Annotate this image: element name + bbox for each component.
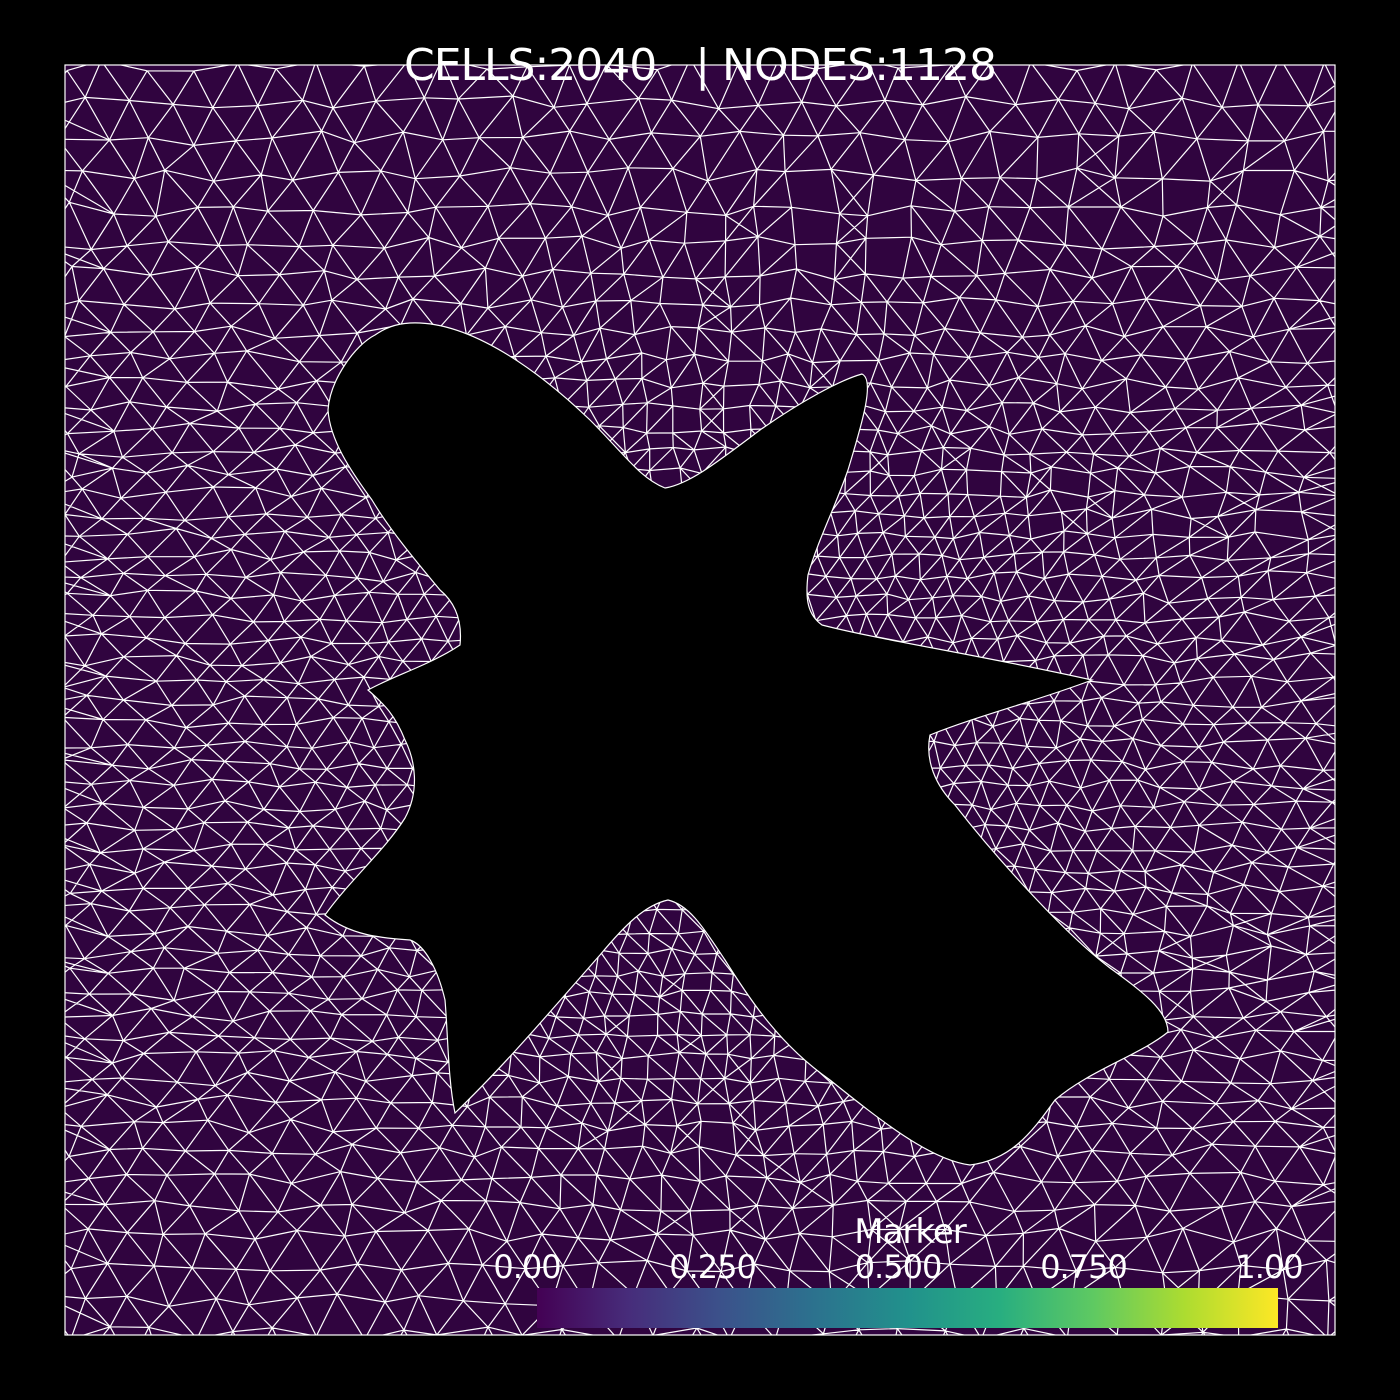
colorbar-tick-label: 0.750 — [1040, 1248, 1128, 1286]
colorbar-tick-label: 0.250 — [669, 1248, 757, 1286]
mesh-hole — [324, 322, 1169, 1166]
mesh-domain-border — [64, 64, 1336, 1336]
colorbar-tick-label: 0.00 — [493, 1248, 561, 1286]
colorbar-gradient-bar — [537, 1288, 1278, 1328]
mesh-stats-title: CELLS:2040 | NODES:1128 — [403, 40, 997, 91]
colorbar-title: Marker — [854, 1212, 967, 1252]
colorbar-tick-label: 0.500 — [854, 1248, 943, 1286]
colorbar-tick-label: 1.00 — [1235, 1248, 1303, 1286]
